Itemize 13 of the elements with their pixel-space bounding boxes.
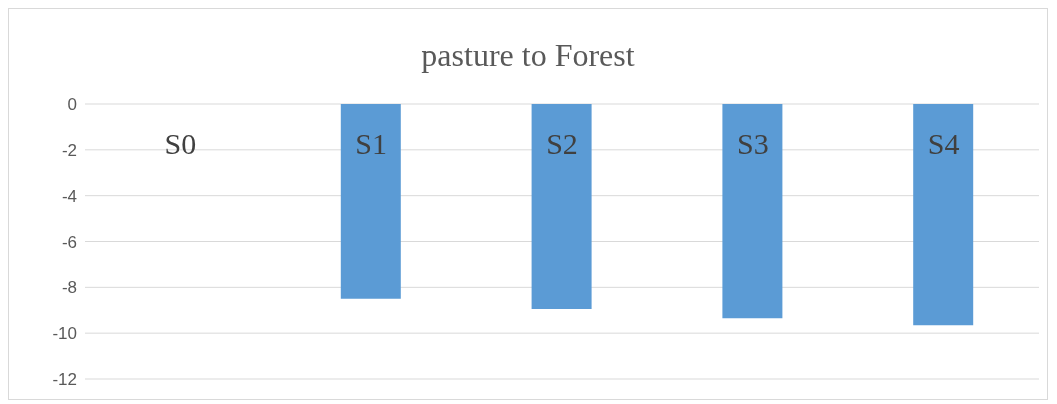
x-tick-label: S0 — [164, 127, 197, 160]
y-tick-label: -10 — [52, 324, 77, 344]
x-tick-label: S3 — [736, 127, 769, 160]
x-tick-label: S2 — [546, 127, 578, 160]
y-tick-label: -12 — [52, 370, 77, 390]
x-tick-label: S4 — [927, 127, 960, 160]
y-tick-label: -6 — [61, 232, 77, 252]
y-tick-label: -4 — [61, 186, 77, 206]
x-tick-label: S1 — [355, 127, 388, 160]
y-tick-label: -2 — [61, 140, 77, 160]
chart-title: pasture to Forest — [420, 37, 636, 74]
y-tick-label: -8 — [61, 278, 77, 298]
y-tick-label: 0 — [67, 95, 77, 115]
